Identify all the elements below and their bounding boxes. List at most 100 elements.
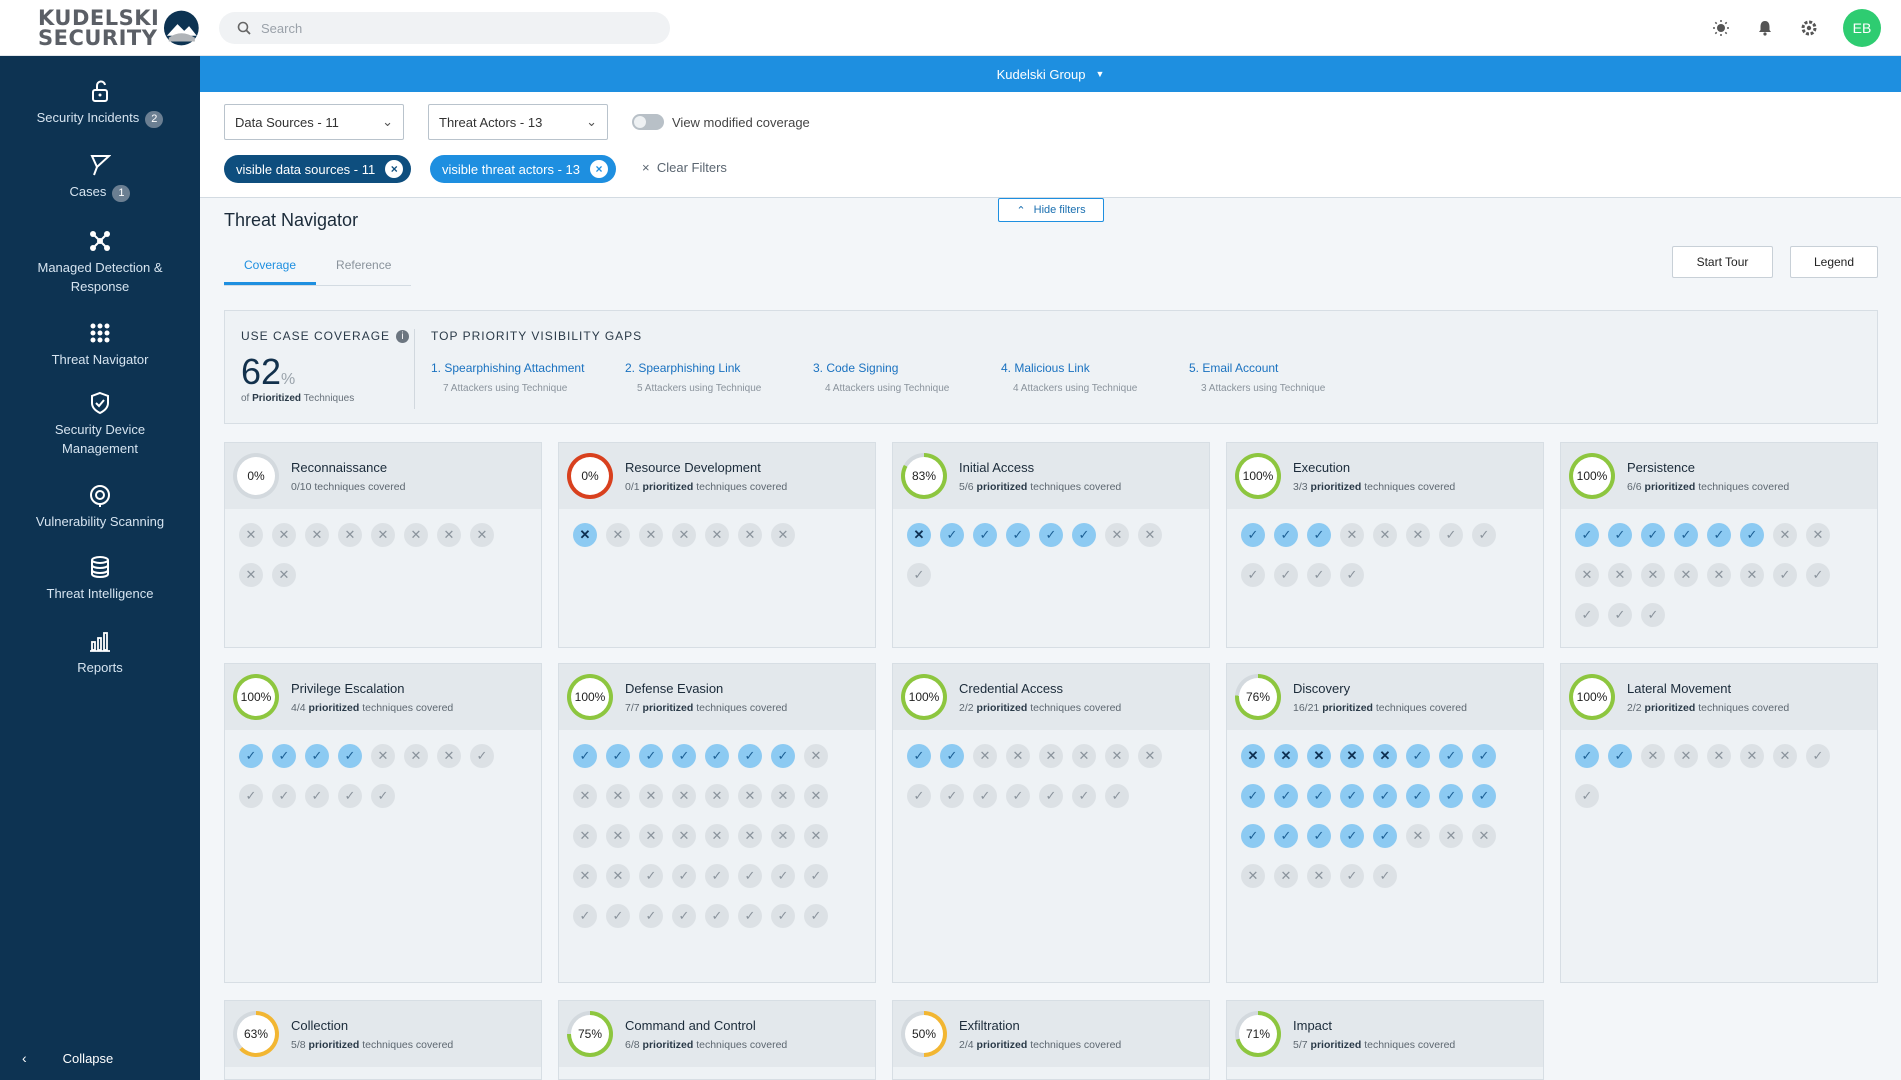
cross-icon[interactable]: ✕ (606, 824, 630, 848)
visibility-gap-item[interactable]: 1. Spearphishing Attachment 7 Attackers u… (431, 361, 584, 394)
gear-icon[interactable] (1799, 18, 1819, 38)
check-icon[interactable]: ✓ (973, 523, 997, 547)
cross-icon[interactable]: ✕ (1472, 824, 1496, 848)
check-icon[interactable]: ✓ (672, 744, 696, 768)
cross-icon[interactable]: ✕ (272, 523, 296, 547)
visibility-gap-item[interactable]: 3. Code Signing 4 Attackers using Techniq… (813, 361, 949, 394)
cross-icon[interactable]: ✕ (672, 784, 696, 808)
check-icon[interactable]: ✓ (1575, 744, 1599, 768)
user-avatar[interactable]: EB (1843, 9, 1881, 47)
cross-icon[interactable]: ✕ (639, 523, 663, 547)
check-icon[interactable]: ✓ (1439, 744, 1463, 768)
cross-icon[interactable]: ✕ (1773, 744, 1797, 768)
cross-icon[interactable]: ✕ (771, 824, 795, 848)
check-icon[interactable]: ✓ (1274, 824, 1298, 848)
check-icon[interactable]: ✓ (1274, 523, 1298, 547)
cross-icon[interactable]: ✕ (1039, 744, 1063, 768)
check-icon[interactable]: ✓ (1340, 784, 1364, 808)
check-icon[interactable]: ✓ (639, 864, 663, 888)
check-icon[interactable]: ✓ (1608, 523, 1632, 547)
legend-button[interactable]: Legend (1790, 246, 1878, 278)
tactic-card[interactable]: 71% Impact 5/7 prioritized techniques cove… (1226, 1000, 1544, 1080)
sun-icon[interactable] (1711, 18, 1731, 38)
check-icon[interactable]: ✓ (1241, 563, 1265, 587)
cross-icon[interactable]: ✕ (639, 824, 663, 848)
cross-icon[interactable]: ✕ (771, 784, 795, 808)
check-icon[interactable]: ✓ (1806, 563, 1830, 587)
check-icon[interactable]: ✓ (1105, 784, 1129, 808)
hide-filters-button[interactable]: ⌃ Hide filters (998, 198, 1104, 222)
sidebar-item-reports[interactable]: Reports (0, 628, 200, 677)
check-icon[interactable]: ✓ (738, 744, 762, 768)
cross-icon[interactable]: ✕ (404, 744, 428, 768)
cross-icon[interactable]: ✕ (573, 824, 597, 848)
sidebar-item-managed-detection[interactable]: Managed Detection & Response (0, 228, 200, 296)
tab-coverage[interactable]: Coverage (224, 248, 317, 285)
cross-icon[interactable]: ✕ (738, 784, 762, 808)
gap-title[interactable]: 5. Email Account (1189, 361, 1279, 375)
threat-actors-select[interactable]: Threat Actors - 13 ⌄ (428, 104, 608, 140)
tactic-card[interactable]: 0% Reconnaissance 0/10 techniques covered ✕… (224, 442, 542, 648)
cross-icon[interactable]: ✕ (1806, 523, 1830, 547)
tactic-card[interactable]: 100% Defense Evasion 7/7 prioritized techn… (558, 663, 876, 983)
sidebar-item-cases[interactable]: Cases 1 (0, 152, 200, 202)
check-icon[interactable]: ✓ (1472, 784, 1496, 808)
tactic-card[interactable]: 75% Command and Control 6/8 prioritized te… (558, 1000, 876, 1080)
cross-icon[interactable]: ✕ (1674, 744, 1698, 768)
cross-icon[interactable]: ✕ (1575, 563, 1599, 587)
cross-icon[interactable]: ✕ (371, 523, 395, 547)
cross-icon[interactable]: ✕ (437, 744, 461, 768)
check-icon[interactable]: ✓ (1307, 563, 1331, 587)
check-icon[interactable]: ✓ (738, 864, 762, 888)
cross-icon[interactable]: ✕ (573, 784, 597, 808)
cross-icon[interactable]: ✕ (1307, 864, 1331, 888)
check-icon[interactable]: ✓ (239, 744, 263, 768)
check-icon[interactable]: ✓ (672, 904, 696, 928)
cross-icon[interactable]: ✕ (1707, 744, 1731, 768)
tactic-card[interactable]: 50% Exfiltration 2/4 prioritized technique… (892, 1000, 1210, 1080)
check-icon[interactable]: ✓ (1307, 784, 1331, 808)
check-icon[interactable]: ✓ (907, 784, 931, 808)
cross-icon[interactable]: ✕ (907, 523, 931, 547)
check-icon[interactable]: ✓ (804, 864, 828, 888)
cross-icon[interactable]: ✕ (1340, 523, 1364, 547)
cross-icon[interactable]: ✕ (804, 784, 828, 808)
check-icon[interactable]: ✓ (1406, 784, 1430, 808)
check-icon[interactable]: ✓ (305, 784, 329, 808)
cross-icon[interactable]: ✕ (1138, 523, 1162, 547)
cross-icon[interactable]: ✕ (1006, 744, 1030, 768)
cross-icon[interactable]: ✕ (573, 864, 597, 888)
check-icon[interactable]: ✓ (1307, 523, 1331, 547)
tactic-card[interactable]: 76% Discovery 16/21 prioritized techniques… (1226, 663, 1544, 983)
cross-icon[interactable]: ✕ (705, 523, 729, 547)
check-icon[interactable]: ✓ (338, 744, 362, 768)
cross-icon[interactable]: ✕ (1105, 744, 1129, 768)
check-icon[interactable]: ✓ (606, 904, 630, 928)
cross-icon[interactable]: ✕ (1072, 744, 1096, 768)
check-icon[interactable]: ✓ (1373, 864, 1397, 888)
check-icon[interactable]: ✓ (1406, 744, 1430, 768)
check-icon[interactable]: ✓ (1575, 603, 1599, 627)
check-icon[interactable]: ✓ (1439, 523, 1463, 547)
cross-icon[interactable]: ✕ (305, 523, 329, 547)
cross-icon[interactable]: ✕ (1307, 744, 1331, 768)
company-logo[interactable]: KUDELSKI SECURITY (0, 0, 200, 56)
check-icon[interactable]: ✓ (1773, 563, 1797, 587)
check-icon[interactable]: ✓ (804, 904, 828, 928)
cross-icon[interactable]: ✕ (1406, 824, 1430, 848)
check-icon[interactable]: ✓ (1340, 824, 1364, 848)
cross-icon[interactable]: ✕ (404, 523, 428, 547)
cross-icon[interactable]: ✕ (239, 563, 263, 587)
cross-icon[interactable]: ✕ (672, 824, 696, 848)
check-icon[interactable]: ✓ (639, 904, 663, 928)
check-icon[interactable]: ✓ (639, 744, 663, 768)
cross-icon[interactable]: ✕ (738, 523, 762, 547)
cross-icon[interactable]: ✕ (1641, 563, 1665, 587)
check-icon[interactable]: ✓ (738, 904, 762, 928)
organization-selector[interactable]: Kudelski Group ▼ (200, 56, 1901, 92)
visibility-gap-item[interactable]: 5. Email Account 3 Attackers using Techni… (1189, 361, 1325, 394)
check-icon[interactable]: ✓ (705, 904, 729, 928)
gap-title[interactable]: 2. Spearphishing Link (625, 361, 741, 375)
tactic-card[interactable]: 100% Execution 3/3 prioritized techniques … (1226, 442, 1544, 648)
gap-title[interactable]: 4. Malicious Link (1001, 361, 1090, 375)
